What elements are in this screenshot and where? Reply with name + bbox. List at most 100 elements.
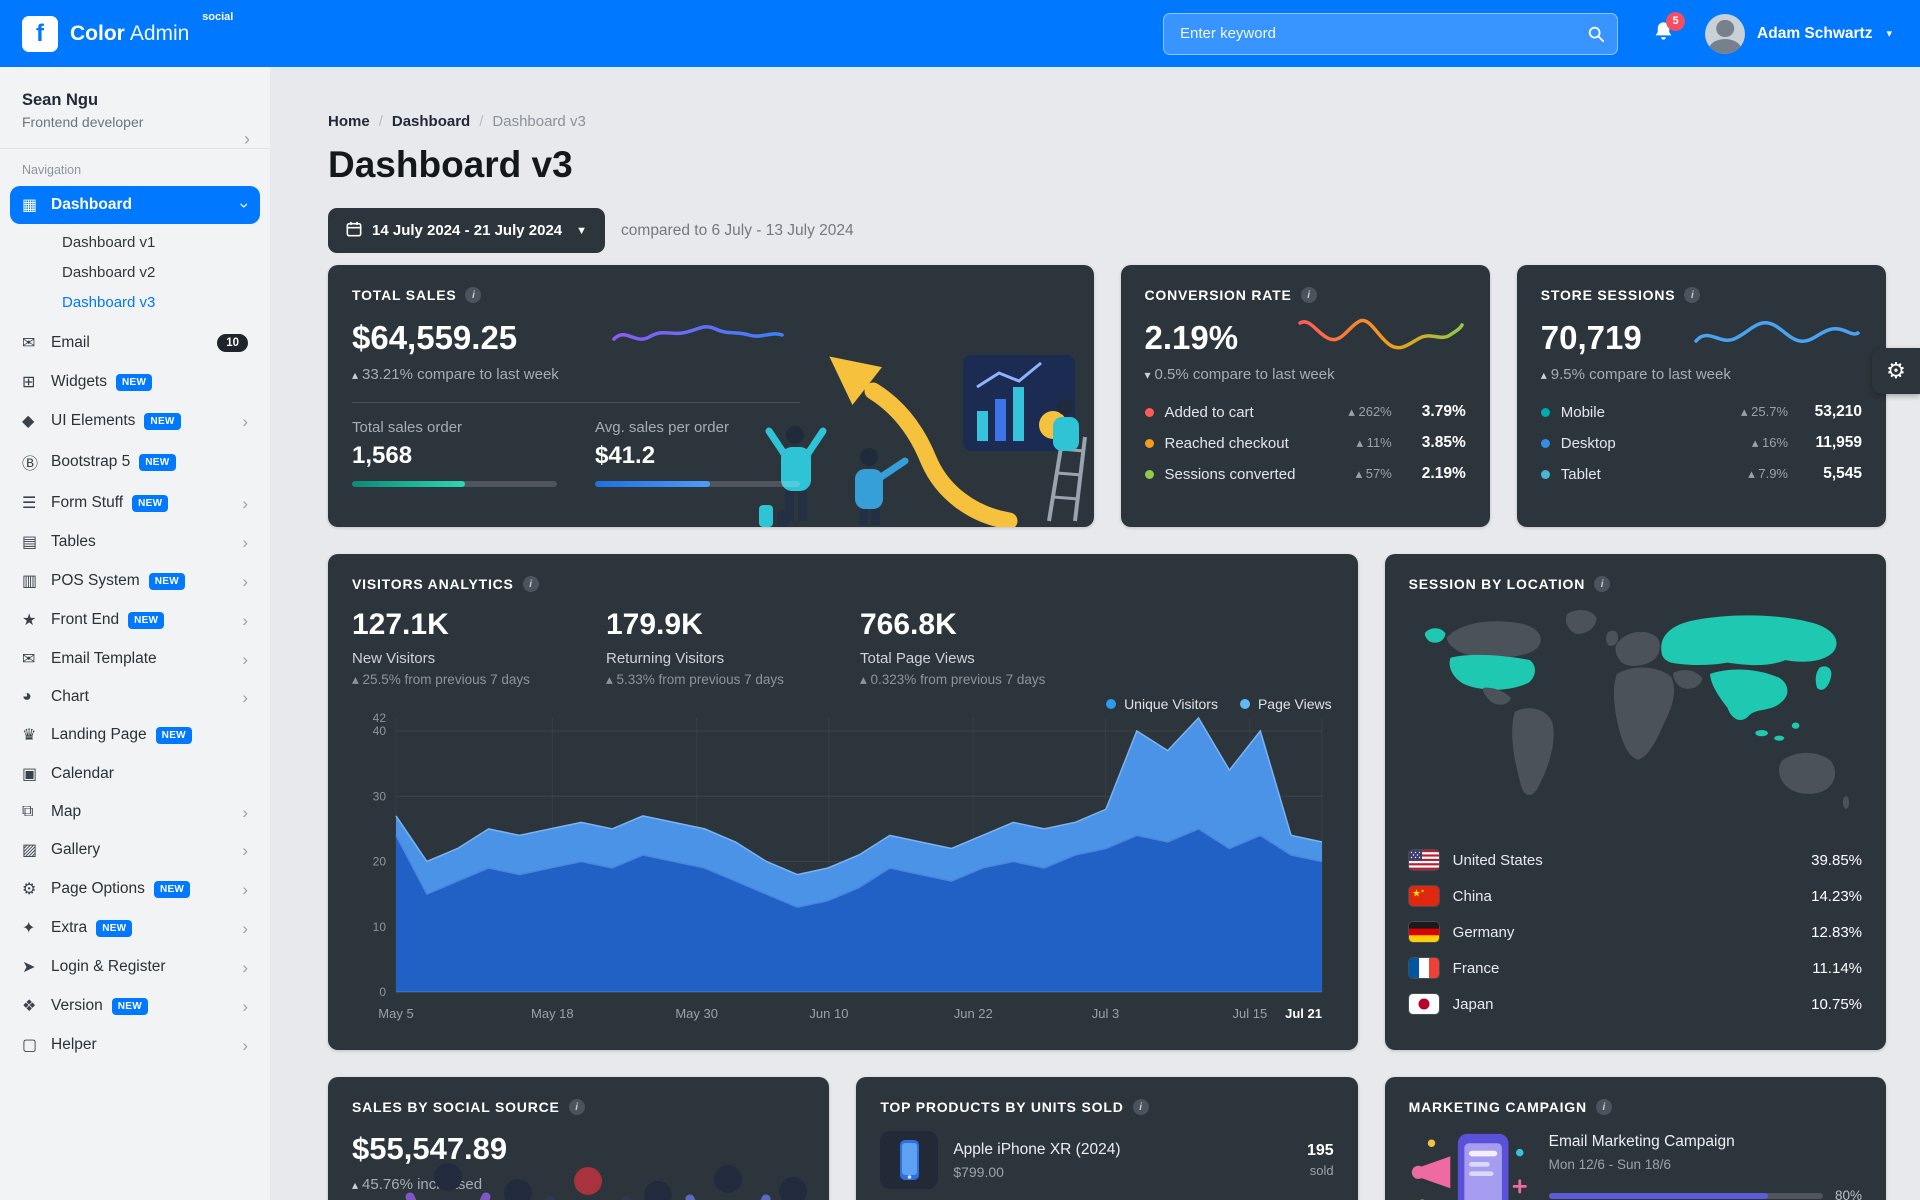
chevron-right-icon: › [242,802,248,822]
info-icon[interactable]: i [1595,1099,1612,1115]
chevron-right-icon: › [242,879,248,899]
sidebar-item-widgets[interactable]: ⊞ Widgets NEW [10,363,260,401]
sidebar-item-version[interactable]: ❖ Version NEW › [10,987,260,1025]
store-sessions-card: STORE SESSIONS i 70,719 ▴ 9.5% compare to… [1516,265,1886,527]
campaign-progress-track [1548,1192,1823,1199]
info-icon[interactable]: i [1300,287,1317,303]
session-by-location-card: SESSION BY LOCATION i [1384,554,1886,1050]
metric-label: Mobile [1560,403,1605,421]
chevron-right-icon: › [242,649,248,669]
sidebar-item-label: Tables [51,533,96,550]
stat-value: 1,568 [352,442,413,469]
visitors-analytics-card: VISITORS ANALYTICS i 127.1K New Visitors ▴… [328,554,1358,1050]
info-icon[interactable]: i [568,1099,585,1115]
svg-text:Jul 3: Jul 3 [1092,1006,1119,1021]
svg-text:Jun 10: Jun 10 [809,1006,848,1021]
sidebar-item-dashboard[interactable]: ▦ Dashboard › [10,186,260,224]
sidebar-item-bootstrap5[interactable]: Ⓑ Bootstrap 5 NEW [10,441,260,483]
sidebar-item-pos-system[interactable]: ▥ POS System NEW › [10,562,260,600]
sidebar-subitem-dashboard-v1[interactable]: Dashboard v1 [62,233,156,251]
chevron-right-icon: › [242,840,248,860]
sidebar-item-label: Map [51,803,82,820]
metric-row: Desktop ▴ 16% 11,959 [1540,434,1862,452]
chevron-right-icon: › [242,918,248,938]
product-image [880,1131,939,1189]
region-mexico [1482,687,1511,705]
sidebar-subitem-dashboard-v2[interactable]: Dashboard v2 [62,263,156,281]
sidebar-item-page-options[interactable]: ⚙ Page Options NEW › [10,870,260,908]
stat-value: 179.9K [606,608,703,641]
table-icon: ▤ [22,534,38,551]
search-icon[interactable] [1587,25,1605,48]
sidebar-item-ui-elements[interactable]: ◆ UI Elements NEW › [10,402,260,440]
notifications-button[interactable]: 5 [1652,11,1686,48]
social-sales-value: $55,547.89 [352,1131,508,1166]
progress-fill [595,481,710,487]
user-name: Adam Schwartz [1757,24,1873,42]
sidebar-item-login-register[interactable]: ➤ Login & Register › [10,948,260,986]
sidebar-profile[interactable]: Sean Ngu Frontend developer › [0,67,270,149]
date-range-button[interactable]: 14 July 2024 - 21 July 2024 ▼ [328,208,606,253]
legend-dot [1239,699,1250,709]
search-input[interactable] [1163,12,1619,55]
brand-superscript: social [202,10,234,23]
nav-section-label: Navigation [22,163,82,177]
sidebar-item-chart[interactable]: ◕ Chart › [10,679,260,715]
compare-period-text: compared to 6 July - 13 July 2024 [621,221,854,239]
info-icon[interactable]: i [1132,1099,1149,1115]
sidebar-item-landing-page[interactable]: ♛ Landing Page NEW [10,716,260,754]
sidebar-item-form-stuff[interactable]: ☰ Form Stuff NEW › [10,484,260,522]
svg-text:40: 40 [373,724,387,738]
bootstrap-icon: Ⓑ [22,456,39,473]
marketing-campaign-card: MARKETING CAMPAIGN i [1384,1077,1886,1200]
country-value: 11.14% [1812,959,1862,977]
country-name: United States [1452,851,1543,869]
sidebar-item-helper[interactable]: ▢ Helper › [10,1026,260,1064]
user-menu[interactable]: Adam Schwartz ▾ [1705,13,1892,54]
notification-badge: 5 [1666,11,1686,31]
country-value: 12.83% [1811,923,1862,941]
version-icon: ❖ [22,998,37,1015]
sidebar-item-label: Version [51,997,103,1014]
sidebar-item-extra[interactable]: ✦ Extra NEW › [10,909,260,947]
info-icon[interactable]: i [465,287,482,303]
stat-value: 127.1K [352,608,449,641]
svg-text:10: 10 [373,920,387,934]
breadcrumb-item[interactable]: Home [328,113,370,130]
sidebar-item-label: Email Template [51,650,157,667]
product-unit: sold [1309,1163,1334,1178]
card-title: SALES BY SOCIAL SOURCE [352,1099,560,1115]
flag-cn-icon: ★ ★ [1408,886,1439,906]
region-usa [1449,654,1535,690]
gear-icon: ⚙ [1886,358,1906,383]
new-badge: NEW [132,494,169,512]
theme-panel-toggle[interactable]: ⚙ [1872,348,1920,394]
info-icon[interactable]: i [1594,576,1611,592]
sidebar-item-front-end[interactable]: ★ Front End NEW › [10,601,260,639]
sessions-rows: Mobile ▴ 25.7% 53,210 Desktop ▴ 16% 11,959 Tab… [1540,403,1862,483]
sidebar-item-tables[interactable]: ▤ Tables › [10,523,260,561]
sidebar-item-map[interactable]: ⧉ Map › [10,794,260,830]
chevron-right-icon: › [242,411,248,431]
sidebar-item-calendar[interactable]: ▣ Calendar [10,755,260,793]
conversion-rate-card: CONVERSION RATE i 2.19% ▾ 0.5% compare to… [1120,265,1490,527]
chevron-down-icon: ▼ [576,224,588,237]
metric-row: Reached checkout ▴ 11% 3.85% [1144,434,1466,452]
breadcrumb-item[interactable]: Dashboard [391,113,471,130]
chevron-right-icon: › [242,687,248,707]
card-title: MARKETING CAMPAIGN [1408,1099,1587,1115]
metric-change: ▴ 25.7% [1741,404,1788,419]
sidebar-item-gallery[interactable]: ▨ Gallery › [10,831,260,869]
app-logo[interactable]: f Color Admin social [22,11,233,52]
campaign-progress-label: 80% [1834,1188,1862,1200]
sidebar-subitem-dashboard-v3[interactable]: Dashboard v3 [62,293,156,311]
sidebar-item-email[interactable]: ✉ Email 10 [10,324,260,362]
region-middle-east [1672,670,1703,689]
info-icon[interactable]: i [522,576,539,592]
info-icon[interactable]: i [1684,287,1701,303]
conversion-rows: Added to cart ▴ 262% 3.79% Reached checkout… [1144,403,1466,483]
campaign-name: Email Marketing Campaign [1548,1133,1735,1150]
sidebar-item-email-template[interactable]: ✉ Email Template › [10,640,260,678]
conversion-compare: 0.5% compare to last week [1154,366,1335,383]
flag-fr-icon [1408,958,1439,978]
